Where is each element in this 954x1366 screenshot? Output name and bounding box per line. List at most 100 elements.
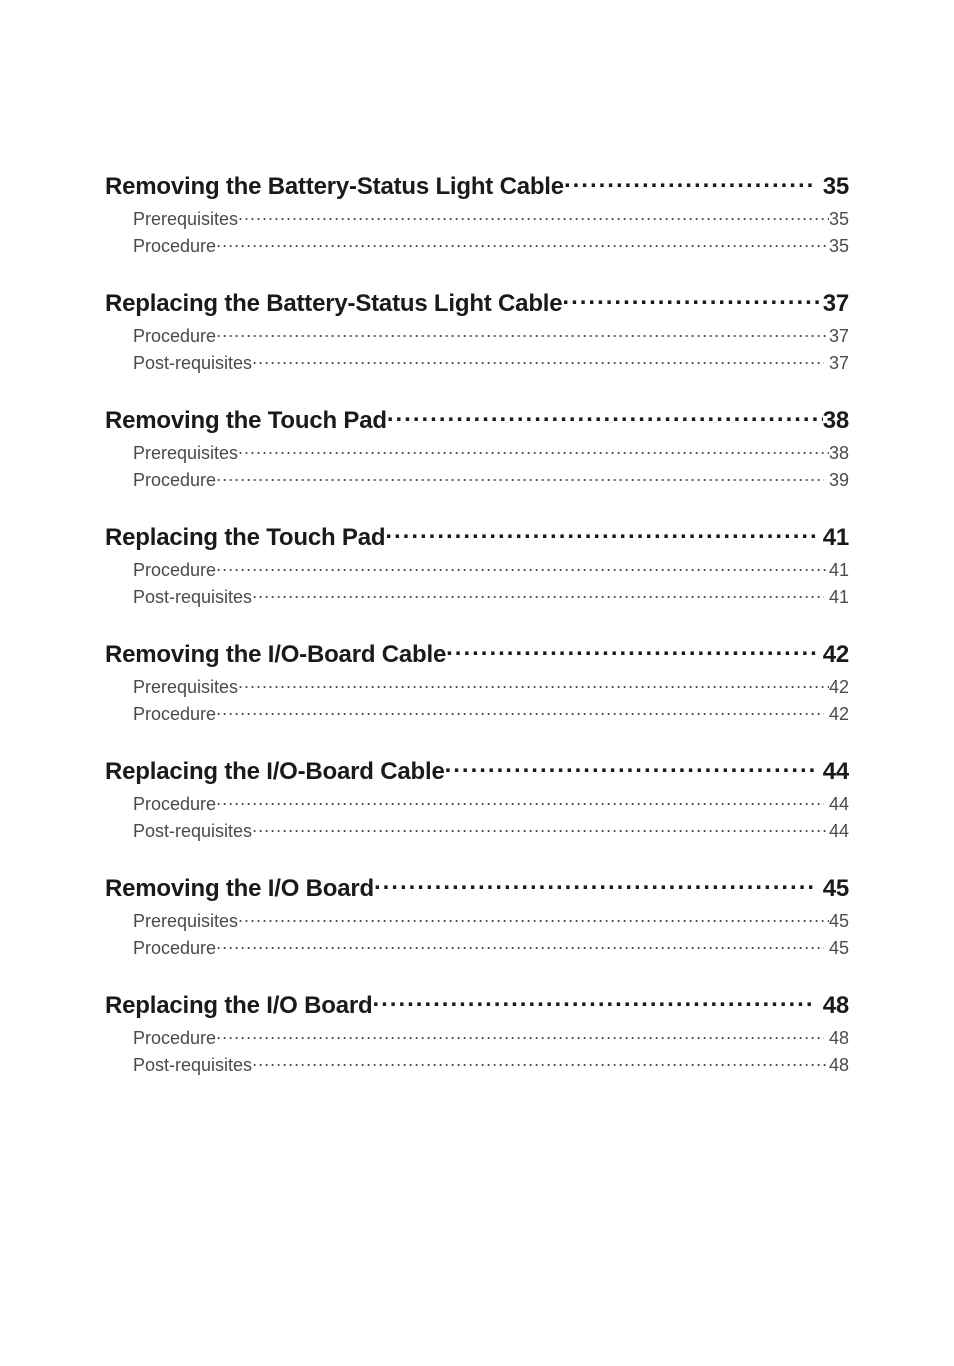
toc-leader xyxy=(385,521,816,545)
toc-heading[interactable]: Removing the Battery-Status Light Cable … xyxy=(105,170,849,201)
toc-heading-title: Removing the Touch Pad xyxy=(105,407,387,435)
toc-leader xyxy=(387,404,823,428)
toc-heading[interactable]: Replacing the Battery-Status Light Cable… xyxy=(105,287,849,318)
toc-heading-title: Removing the I/O-Board Cable xyxy=(105,641,446,669)
toc-leader xyxy=(238,909,829,927)
toc-sub-title: Procedure xyxy=(133,236,216,257)
toc-sub-title: Procedure xyxy=(133,704,216,725)
toc-heading[interactable]: Removing the I/O-Board Cable 42 xyxy=(105,638,849,669)
toc-section: Removing the Touch Pad 38 Prerequisites … xyxy=(105,404,849,491)
toc-sub-title: Post-requisites xyxy=(133,821,252,842)
toc-sub-title: Procedure xyxy=(133,938,216,959)
toc-sub-title: Procedure xyxy=(133,1028,216,1049)
toc-leader xyxy=(216,792,824,810)
toc-page: Removing the Battery-Status Light Cable … xyxy=(0,0,954,1076)
toc-heading[interactable]: Replacing the I/O-Board Cable 44 xyxy=(105,755,849,786)
toc-sub-page: 42 xyxy=(829,677,849,698)
toc-heading-page: 35 xyxy=(816,173,849,201)
toc-subentry[interactable]: Post-requisites 44 xyxy=(105,819,849,842)
toc-sub-page: 48 xyxy=(829,1055,849,1076)
toc-sub-page: 45 xyxy=(824,938,849,959)
toc-leader xyxy=(216,702,824,720)
toc-sub-title: Prerequisites xyxy=(133,677,238,698)
toc-heading-title: Replacing the I/O Board xyxy=(105,992,372,1020)
toc-subentry[interactable]: Prerequisites 42 xyxy=(105,675,849,698)
toc-leader xyxy=(238,207,829,225)
toc-leader xyxy=(252,1053,829,1071)
toc-heading-page: 37 xyxy=(823,290,849,318)
toc-subentry[interactable]: Procedure 37 xyxy=(105,324,849,347)
toc-heading[interactable]: Removing the I/O Board 45 xyxy=(105,872,849,903)
toc-heading-page: 41 xyxy=(816,524,849,552)
toc-leader xyxy=(216,234,829,252)
toc-sub-title: Prerequisites xyxy=(133,443,238,464)
toc-leader xyxy=(216,324,829,342)
toc-sub-title: Post-requisites xyxy=(133,587,252,608)
toc-heading[interactable]: Replacing the Touch Pad 41 xyxy=(105,521,849,552)
toc-sub-page: 41 xyxy=(829,560,849,581)
toc-leader xyxy=(374,872,816,896)
toc-sub-page: 38 xyxy=(829,443,849,464)
toc-heading-title: Replacing the Battery-Status Light Cable xyxy=(105,290,562,318)
toc-subentry[interactable]: Procedure 44 xyxy=(105,792,849,815)
toc-heading-page: 45 xyxy=(816,875,849,903)
toc-heading[interactable]: Removing the Touch Pad 38 xyxy=(105,404,849,435)
toc-leader xyxy=(252,585,824,603)
toc-section: Replacing the Battery-Status Light Cable… xyxy=(105,287,849,374)
toc-heading-page: 38 xyxy=(823,407,849,435)
toc-subentry[interactable]: Post-requisites 41 xyxy=(105,585,849,608)
toc-leader xyxy=(216,936,824,954)
toc-subentry[interactable]: Post-requisites 37 xyxy=(105,351,849,374)
toc-sub-title: Post-requisites xyxy=(133,353,252,374)
toc-section: Removing the Battery-Status Light Cable … xyxy=(105,170,849,257)
toc-leader xyxy=(216,1026,824,1044)
toc-leader xyxy=(252,351,824,369)
toc-sub-page: 37 xyxy=(829,326,849,347)
toc-leader xyxy=(372,989,816,1013)
toc-subentry[interactable]: Post-requisites 48 xyxy=(105,1053,849,1076)
toc-section: Replacing the Touch Pad 41 Procedure 41 … xyxy=(105,521,849,608)
toc-subentry[interactable]: Prerequisites 38 xyxy=(105,441,849,464)
toc-leader xyxy=(252,819,829,837)
toc-section: Removing the I/O Board 45 Prerequisites … xyxy=(105,872,849,959)
toc-section: Replacing the I/O-Board Cable 44 Procedu… xyxy=(105,755,849,842)
toc-sub-title: Prerequisites xyxy=(133,911,238,932)
toc-sub-title: Post-requisites xyxy=(133,1055,252,1076)
toc-subentry[interactable]: Procedure 39 xyxy=(105,468,849,491)
toc-subentry[interactable]: Prerequisites 35 xyxy=(105,207,849,230)
toc-heading-page: 42 xyxy=(816,641,849,669)
toc-leader xyxy=(216,558,829,576)
toc-heading-title: Removing the Battery-Status Light Cable xyxy=(105,173,564,201)
toc-sub-page: 42 xyxy=(824,704,849,725)
toc-sub-page: 37 xyxy=(824,353,849,374)
toc-subentry[interactable]: Procedure 41 xyxy=(105,558,849,581)
toc-sub-page: 48 xyxy=(824,1028,849,1049)
toc-leader xyxy=(445,755,817,779)
toc-sub-title: Procedure xyxy=(133,470,216,491)
toc-sub-page: 45 xyxy=(829,911,849,932)
toc-sub-page: 41 xyxy=(824,587,849,608)
toc-heading-page: 44 xyxy=(816,758,849,786)
toc-leader xyxy=(216,468,824,486)
toc-section: Replacing the I/O Board 48 Procedure 48 … xyxy=(105,989,849,1076)
toc-leader xyxy=(446,638,816,662)
toc-sub-page: 35 xyxy=(829,209,849,230)
toc-sub-page: 35 xyxy=(829,236,849,257)
toc-leader xyxy=(564,170,816,194)
toc-leader xyxy=(562,287,822,311)
toc-sub-title: Prerequisites xyxy=(133,209,238,230)
toc-heading-page: 48 xyxy=(816,992,849,1020)
toc-subentry[interactable]: Prerequisites 45 xyxy=(105,909,849,932)
toc-heading-title: Replacing the I/O-Board Cable xyxy=(105,758,445,786)
toc-sub-page: 44 xyxy=(829,821,849,842)
toc-leader xyxy=(238,441,829,459)
toc-heading[interactable]: Replacing the I/O Board 48 xyxy=(105,989,849,1020)
toc-sub-title: Procedure xyxy=(133,326,216,347)
toc-sub-title: Procedure xyxy=(133,794,216,815)
toc-subentry[interactable]: Procedure 48 xyxy=(105,1026,849,1049)
toc-subentry[interactable]: Procedure 45 xyxy=(105,936,849,959)
toc-subentry[interactable]: Procedure 35 xyxy=(105,234,849,257)
toc-section: Removing the I/O-Board Cable 42 Prerequi… xyxy=(105,638,849,725)
toc-subentry[interactable]: Procedure 42 xyxy=(105,702,849,725)
toc-sub-page: 44 xyxy=(824,794,849,815)
